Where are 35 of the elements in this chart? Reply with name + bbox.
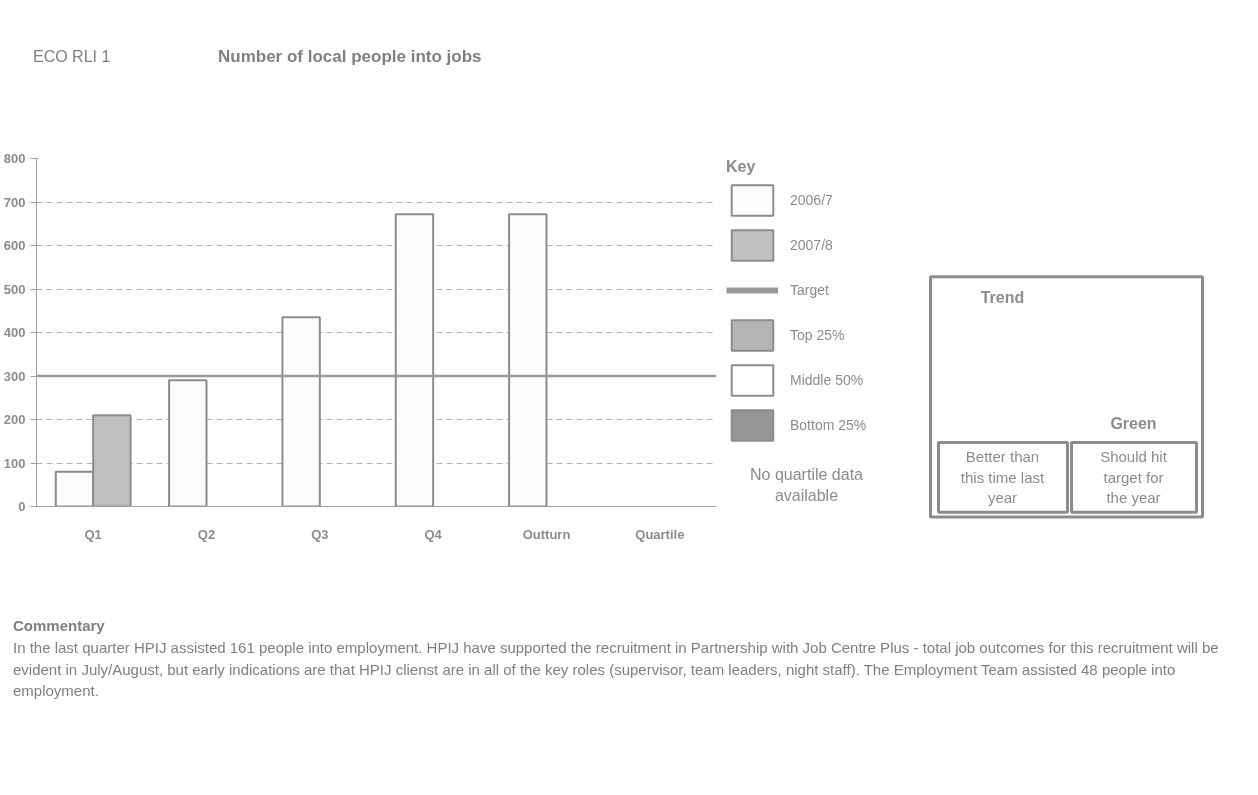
text: Should hit target for the year: [1100, 448, 1168, 507]
bar: [508, 213, 548, 507]
y-tick-label: 300: [3, 368, 26, 384]
chart-title: Number of local people into jobs: [218, 47, 482, 66]
legend-label: Middle 50%: [790, 372, 864, 388]
x-tick-label: Q3: [311, 526, 329, 542]
bar: [394, 213, 435, 507]
text: ECO RLI 1: [33, 47, 112, 67]
text: Trend: [980, 289, 1025, 307]
y-tick-label: 700: [3, 194, 26, 210]
y-tick-label: 400: [3, 325, 26, 340]
text: No quartile data available: [750, 466, 864, 504]
x-tick-label: Outturn: [522, 526, 571, 542]
bar: [281, 316, 321, 507]
y-tick-label: 500: [3, 281, 26, 297]
text: Better than this time last year: [960, 448, 1046, 507]
legend-label: 2006/7: [790, 192, 833, 208]
y-tick-label: 200: [3, 412, 26, 427]
legend-label: Bottom 25%: [790, 417, 867, 433]
x-tick-label: Q1: [84, 526, 102, 542]
text: In the last quarter HPIJ assisted 161 people into employment. HPIJ have supported the recruitment in Partnership with Job Centre Plus - total job outcomes for this recruitment will be evident in July/August, but early indications are that HPIJ clienst are in all of the key roles (supervisor, team leaders, night staff). The Employment Team assisted 48 people into employment.: [13, 638, 1219, 700]
legend-title: Key: [726, 158, 757, 176]
y-tick-label: 600: [3, 238, 26, 253]
legend-label: 2007/8: [790, 237, 833, 253]
text: Commentary: [13, 617, 105, 634]
x-tick-label: Q4: [424, 526, 443, 542]
bar: [168, 379, 208, 507]
legend-label: Target: [790, 282, 829, 298]
x-tick-label: Quartile: [635, 526, 685, 542]
x-tick-label: Q2: [197, 526, 216, 542]
y-tick-label: 100: [3, 455, 26, 471]
y-tick-label: 800: [3, 151, 26, 166]
y-tick-label: 0: [18, 499, 26, 514]
text: Green: [1110, 414, 1157, 432]
legend-label: Top 25%: [790, 327, 845, 343]
